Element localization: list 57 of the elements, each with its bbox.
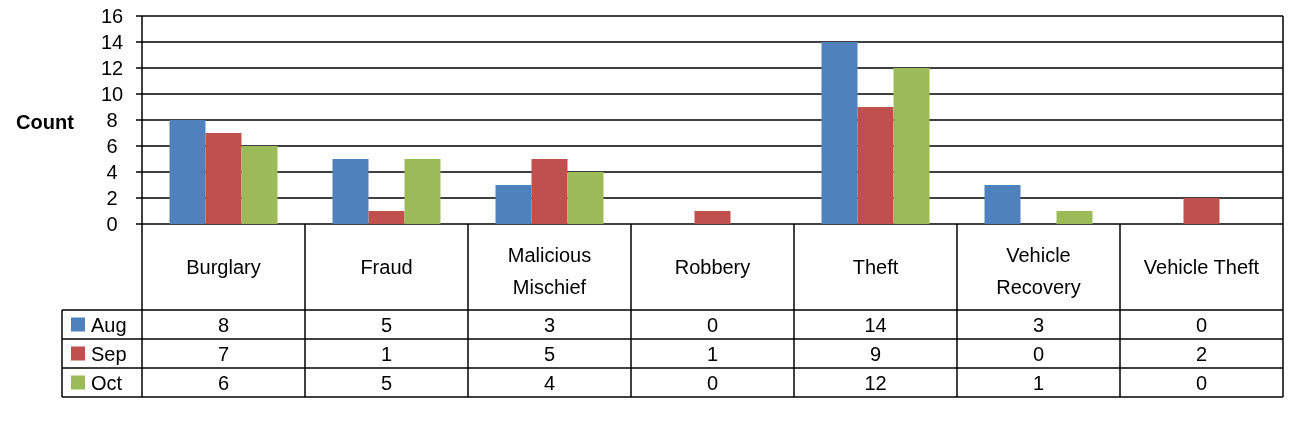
bar <box>332 159 369 224</box>
bar <box>821 42 858 224</box>
y-tick-label: 10 <box>100 83 124 105</box>
x-tick-label: Theft <box>852 256 899 278</box>
y-tick-label: 16 <box>100 5 124 27</box>
x-tick-label: Vehicle Theft <box>1143 256 1260 278</box>
data-label: 1 <box>706 342 719 365</box>
bar <box>531 159 568 224</box>
y-tick-label: 12 <box>100 57 124 79</box>
bar <box>368 211 405 224</box>
data-label: 1 <box>1032 371 1045 394</box>
data-label: 2 <box>1195 342 1208 365</box>
data-label: 0 <box>1195 371 1208 394</box>
bar <box>1056 211 1093 224</box>
x-tick-label: Burglary <box>186 256 261 278</box>
bar <box>495 185 532 224</box>
x-tick-label: Robbery <box>674 256 751 278</box>
y-tick-label: 14 <box>100 31 124 53</box>
data-label: 0 <box>1032 342 1045 365</box>
data-label: 4 <box>543 371 556 394</box>
x-tick-label: Vehicle Recovery <box>996 244 1081 298</box>
data-label: 5 <box>380 371 393 394</box>
data-label: 9 <box>869 342 882 365</box>
x-tick-label: Fraud <box>360 256 413 278</box>
bar <box>984 185 1021 224</box>
legend-label: Aug <box>91 313 127 336</box>
y-axis-title: Count <box>16 111 75 133</box>
y-tick-label: 8 <box>106 109 118 131</box>
x-tick-label: Malicious Mischief <box>507 244 592 298</box>
data-label: 3 <box>1032 313 1045 336</box>
data-label: 5 <box>380 313 393 336</box>
legend-label: Oct <box>91 371 123 394</box>
data-label: 0 <box>706 371 719 394</box>
data-label: 1 <box>380 342 393 365</box>
data-label: 5 <box>543 342 556 365</box>
y-tick-label: 0 <box>106 213 118 235</box>
data-label: 7 <box>217 342 230 365</box>
data-label: 12 <box>864 371 887 394</box>
bar <box>567 172 604 224</box>
bar <box>694 211 731 224</box>
y-tick-label: 2 <box>106 187 118 209</box>
bar <box>893 68 930 224</box>
bar <box>857 107 894 224</box>
y-tick-label: 6 <box>106 135 118 157</box>
y-tick-label: 4 <box>106 161 118 183</box>
bar <box>169 120 206 224</box>
data-label: 0 <box>706 313 719 336</box>
bar <box>404 159 441 224</box>
legend-label: Sep <box>91 342 127 365</box>
data-label: 14 <box>864 313 887 336</box>
data-label: 3 <box>543 313 556 336</box>
bar <box>241 146 278 224</box>
data-label: 6 <box>217 371 230 394</box>
data-label: 8 <box>217 313 230 336</box>
bar <box>205 133 242 224</box>
bar <box>1183 198 1220 224</box>
data-label: 0 <box>1195 313 1208 336</box>
